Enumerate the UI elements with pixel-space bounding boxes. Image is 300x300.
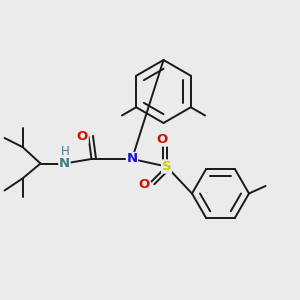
Text: O: O (138, 178, 150, 191)
Text: N: N (126, 152, 138, 166)
Text: S: S (162, 160, 171, 173)
Text: O: O (156, 133, 168, 146)
Text: H: H (61, 145, 70, 158)
Text: N: N (59, 157, 70, 170)
Text: O: O (77, 130, 88, 143)
